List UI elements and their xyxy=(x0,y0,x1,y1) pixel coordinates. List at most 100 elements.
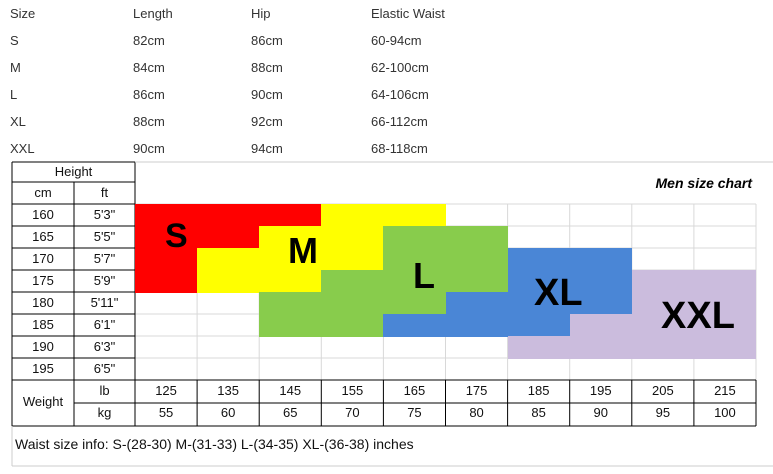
weight-lb-label: 195 xyxy=(589,383,612,398)
size-cell-xl xyxy=(569,270,633,293)
chart-title: Men size chart xyxy=(655,175,752,191)
weight-lb-label: 125 xyxy=(155,383,177,398)
weight-kg-label: 95 xyxy=(655,405,671,420)
size-cell-l xyxy=(383,248,446,271)
size-letter-s: S xyxy=(165,217,188,255)
size-table-cell: 60-94cm xyxy=(371,33,422,48)
size-cell-xl xyxy=(507,248,571,271)
size-cell-m xyxy=(197,270,260,293)
lb-header: lb xyxy=(99,383,110,398)
size-cell-xxl xyxy=(693,336,757,359)
size-letter-xxl: XXL xyxy=(661,295,735,337)
height-cm-label: 185 xyxy=(32,317,54,332)
height-ft-label: 5'3" xyxy=(93,207,116,222)
size-cell-xl xyxy=(569,248,633,271)
weight-lb-label: 165 xyxy=(403,383,426,398)
size-table: Size Length Hip Elastic Waist S 82cm 86cm 60-94… xyxy=(0,0,773,160)
size-cell-xxl xyxy=(693,314,757,337)
size-cell-s xyxy=(197,204,260,227)
size-table-cell: 94cm xyxy=(251,141,283,156)
size-cell-l xyxy=(445,226,509,249)
size-cell-l xyxy=(259,292,322,315)
height-ft-label: 5'9" xyxy=(93,273,116,288)
size-cell-l xyxy=(321,270,384,293)
size-cell-l xyxy=(383,270,446,293)
size-table-cell: 84cm xyxy=(133,60,165,75)
weight-lb-label: 135 xyxy=(217,383,239,398)
size-cell-l xyxy=(383,292,446,315)
height-cm-label: 160 xyxy=(32,207,54,222)
size-table-header: Hip xyxy=(251,6,271,21)
size-cell-m xyxy=(321,204,384,227)
height-ft-label: 5'7" xyxy=(93,251,116,266)
size-table-cell: 88cm xyxy=(251,60,283,75)
size-cell-m xyxy=(259,270,322,293)
weight-kg-label: 55 xyxy=(158,405,174,420)
weight-kg-label: 65 xyxy=(283,405,298,420)
size-table-cell: 68-118cm xyxy=(371,141,428,156)
weight-lb-label: 215 xyxy=(714,383,736,398)
size-table-cell: 90cm xyxy=(133,141,165,156)
height-cm-label: 190 xyxy=(32,339,54,354)
ft-header: ft xyxy=(100,185,109,200)
size-letter-m: M xyxy=(288,230,318,271)
size-cell-l xyxy=(383,226,446,249)
size-table-cell: 92cm xyxy=(251,114,283,129)
waist-size-info: Waist size info: S-(28-30) M-(31-33) L-(… xyxy=(15,436,414,452)
size-cell-s xyxy=(135,248,198,271)
size-cell-xl xyxy=(507,292,571,315)
size-cell-s xyxy=(135,270,198,293)
size-cell-m xyxy=(259,248,322,271)
size-cell-xxl xyxy=(631,292,695,315)
size-cell-l xyxy=(445,270,509,293)
size-table-header: Elastic Waist xyxy=(371,6,445,21)
size-cell-m xyxy=(321,248,384,271)
size-table-cell: 88cm xyxy=(133,114,165,129)
height-cm-label: 170 xyxy=(32,251,54,266)
size-cell-xl xyxy=(445,314,509,337)
size-table-cell: XL xyxy=(10,114,26,129)
size-cell-xl xyxy=(383,314,446,337)
size-table-cell: 64-106cm xyxy=(371,87,429,102)
size-cell-m xyxy=(259,226,322,249)
size-cell-s xyxy=(197,226,260,249)
weight-header: Weight xyxy=(22,394,64,409)
size-table-header: Size xyxy=(10,6,36,21)
size-cell-m xyxy=(383,204,446,227)
weight-lb-label: 185 xyxy=(527,383,550,398)
size-cell-s xyxy=(259,204,322,227)
kg-header: kg xyxy=(97,405,112,420)
size-cell-xl xyxy=(569,292,633,315)
size-cell-xxl xyxy=(693,292,757,315)
size-cell-l xyxy=(259,314,322,337)
height-ft-label: 5'5" xyxy=(93,229,116,244)
size-cell-m xyxy=(321,226,384,249)
height-header: Height xyxy=(54,164,93,179)
height-ft-label: 6'3" xyxy=(93,339,116,354)
weight-kg-label: 75 xyxy=(407,405,422,420)
size-table-cell: 86cm xyxy=(133,87,165,102)
size-cell-s xyxy=(135,226,198,249)
size-cell-xxl xyxy=(631,270,695,293)
size-letter-xl: XL xyxy=(534,272,583,314)
weight-kg-label: 80 xyxy=(469,405,484,420)
size-cell-xxl xyxy=(569,336,633,359)
weight-kg-label: 90 xyxy=(593,405,608,420)
size-table-cell: M xyxy=(10,60,21,75)
size-cell-xxl xyxy=(693,270,757,293)
weight-lb-label: 155 xyxy=(341,383,364,398)
size-cell-xl xyxy=(507,270,571,293)
size-table-cell: 82cm xyxy=(133,33,165,48)
size-cell-xxl xyxy=(507,336,571,359)
size-cell-l xyxy=(445,248,509,271)
height-cm-label: 180 xyxy=(32,295,54,310)
size-table-cell: 90cm xyxy=(251,87,283,102)
weight-kg-label: 85 xyxy=(531,405,546,420)
size-cell-l xyxy=(321,314,384,337)
height-cm-label: 165 xyxy=(32,229,54,244)
cm-header: cm xyxy=(34,185,52,200)
size-cell-xxl xyxy=(569,314,633,337)
weight-kg-label: 70 xyxy=(345,405,360,420)
size-table-cell: S xyxy=(10,33,19,48)
